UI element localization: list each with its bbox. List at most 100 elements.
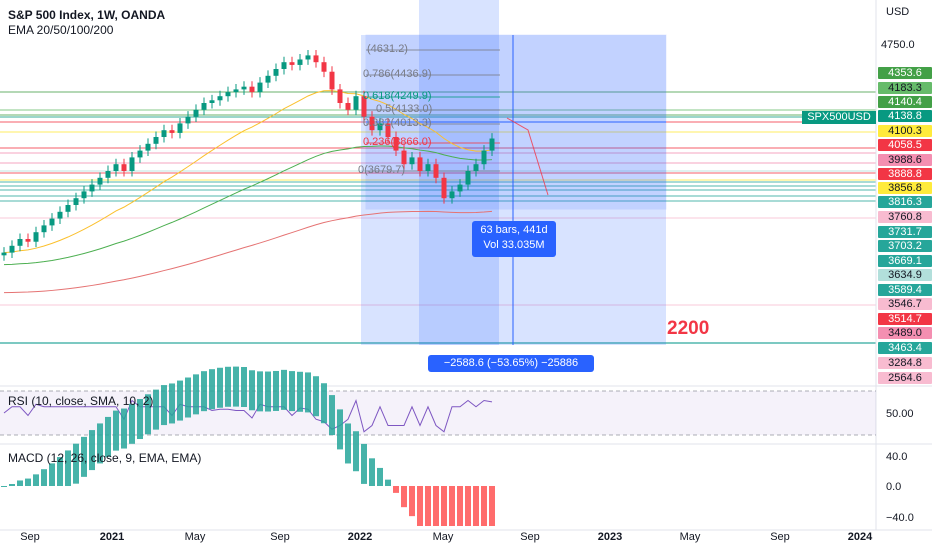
macd-bar <box>105 416 111 457</box>
projection-path <box>506 117 549 196</box>
candle-body <box>17 239 23 246</box>
macd-bar <box>409 486 415 517</box>
macd-bar <box>1 486 7 487</box>
price-tag[interactable]: 4183.3 <box>878 82 932 94</box>
candle-body <box>305 55 311 60</box>
candle-body <box>257 82 263 93</box>
macd-bar <box>345 423 351 464</box>
macd-bar <box>241 367 247 408</box>
rsi-legend[interactable]: RSI (10, close, SMA, 10, 2) <box>8 394 154 408</box>
candle-body <box>185 116 191 124</box>
ema-line <box>3 210 493 294</box>
candle-body <box>57 211 63 219</box>
x-axis-label: 2022 <box>347 531 373 543</box>
macd-bar <box>97 423 103 464</box>
price-tag[interactable]: 3589.4 <box>878 284 932 296</box>
symbol-tag[interactable]: SPX500USD <box>802 111 876 124</box>
price-tag[interactable]: 3514.7 <box>878 313 932 325</box>
macd-legend[interactable]: MACD (12, 26, close, 9, EMA, EMA) <box>8 451 202 465</box>
price-tag[interactable]: 3856.8 <box>878 182 932 194</box>
price-tag[interactable]: 3988.6 <box>878 154 932 166</box>
candle-body <box>393 137 399 151</box>
macd-bar <box>161 385 167 426</box>
candle-body <box>321 62 327 72</box>
macd-bar <box>465 486 471 526</box>
macd-bar <box>361 443 367 484</box>
candle-body <box>193 109 199 117</box>
price-tag[interactable]: 4058.5 <box>878 139 932 151</box>
price-tag[interactable]: 3816.3 <box>878 196 932 208</box>
candle-body <box>273 69 279 76</box>
price-tag[interactable]: 2564.6 <box>878 372 932 384</box>
macd-bar <box>281 369 287 410</box>
candle-body <box>105 171 111 178</box>
price-tag[interactable]: 3703.2 <box>878 240 932 252</box>
macd-bar <box>377 467 383 486</box>
candle-body <box>401 150 407 165</box>
x-axis-label: 2023 <box>597 531 623 543</box>
macd-bar <box>369 458 375 486</box>
candle-body <box>81 191 87 199</box>
fib-level-label: (4631.2) <box>367 43 408 55</box>
macd-bar <box>313 376 319 417</box>
price-tag[interactable]: 3634.9 <box>878 269 932 281</box>
macd-bar <box>337 409 343 450</box>
ema-legend[interactable]: EMA 20/50/100/200 <box>8 23 114 37</box>
candle-body <box>201 103 207 110</box>
candle-body <box>441 177 447 199</box>
candle-body <box>169 130 175 133</box>
price-tag[interactable]: 3546.7 <box>878 298 932 310</box>
candle-body <box>25 239 31 242</box>
x-axis-label: 2024 <box>847 531 873 543</box>
candle-body <box>465 171 471 185</box>
candle-body <box>369 116 375 131</box>
fib-level-label: 0.5(4133.0) <box>376 103 433 115</box>
price-tag[interactable]: 3284.8 <box>878 357 932 369</box>
measure-change-callout: −2588.6 (−53.65%) −25886 <box>428 355 594 372</box>
candle-body <box>41 225 47 233</box>
macd-tick: 40.0 <box>886 451 908 463</box>
price-tag[interactable]: 3489.0 <box>878 327 932 339</box>
ema-line <box>3 90 493 254</box>
x-axis-label: Sep <box>520 531 540 543</box>
candle-body <box>337 89 343 103</box>
macd-bar <box>353 431 359 472</box>
macd-bar <box>73 443 79 484</box>
x-axis-label: May <box>184 531 206 543</box>
macd-bar <box>153 389 159 430</box>
price-tag[interactable]: 4138.8 <box>878 110 932 122</box>
candle-body <box>121 164 127 171</box>
macd-bar <box>193 374 199 415</box>
macd-bar <box>33 474 39 486</box>
macd-bar <box>209 369 215 410</box>
x-axis-label: May <box>679 531 701 543</box>
macd-bar <box>473 486 479 526</box>
price-tag[interactable]: 3463.4 <box>878 342 932 354</box>
macd-bar <box>57 457 63 486</box>
candle-body <box>281 62 287 69</box>
macd-bar <box>385 479 391 486</box>
candle-body <box>153 137 159 144</box>
fib-level-label: 0(3679.7) <box>358 164 406 176</box>
candle-body <box>33 232 39 242</box>
price-tag[interactable]: 3760.8 <box>878 211 932 223</box>
macd-bar <box>433 486 439 526</box>
macd-bar <box>41 469 47 486</box>
candle-body <box>345 103 351 110</box>
price-tag[interactable]: 3888.8 <box>878 168 932 180</box>
price-tag[interactable]: 3731.7 <box>878 226 932 238</box>
macd-bar <box>257 371 263 412</box>
candle-body <box>161 130 167 137</box>
price-tag[interactable]: 3669.1 <box>878 255 932 267</box>
price-tag[interactable]: 4140.4 <box>878 96 932 108</box>
macd-bar <box>49 463 55 486</box>
price-tag[interactable]: 4100.3 <box>878 125 932 137</box>
chart-title: S&P 500 Index, 1W, OANDA <box>8 8 166 22</box>
price-tag[interactable]: 4353.6 <box>878 67 932 79</box>
candle-body <box>9 245 15 253</box>
price-gridline-label: 4750.0 <box>881 39 915 51</box>
rsi-line <box>3 398 493 433</box>
macd-bar <box>185 377 191 418</box>
x-axis-label: May <box>432 531 454 543</box>
